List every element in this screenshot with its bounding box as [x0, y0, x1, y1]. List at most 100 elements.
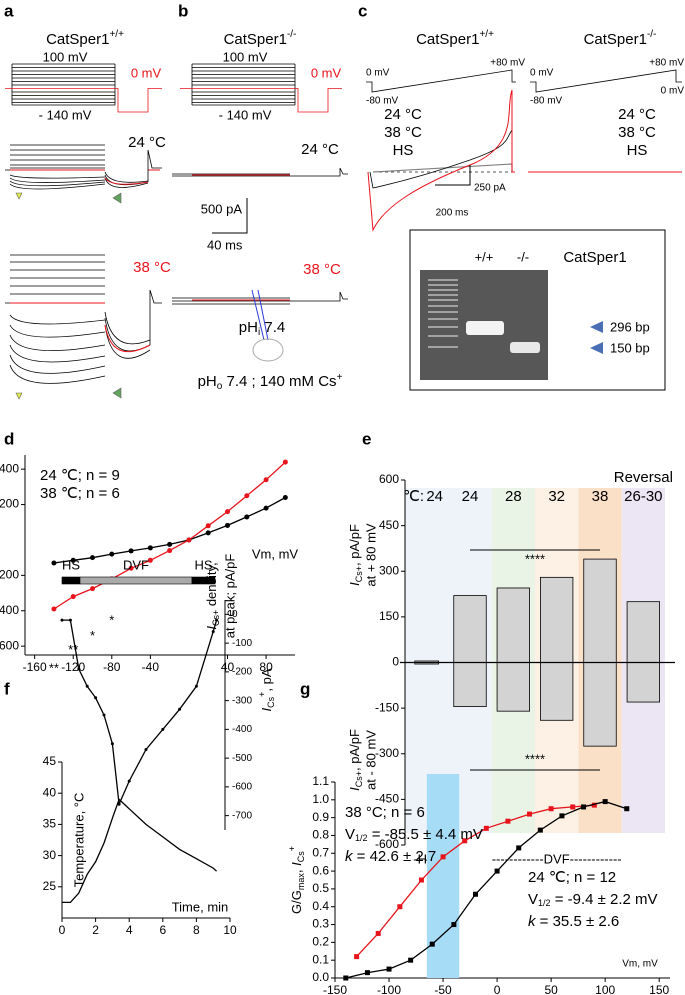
- panel-label: e: [362, 429, 371, 448]
- y-tick-label: 0: [392, 655, 399, 669]
- y-tick-label: -600: [0, 638, 19, 652]
- y-axis-label: at peak; pA/pF: [222, 554, 237, 639]
- stat-part: 1/2: [355, 833, 368, 843]
- legend-entry: 38 ℃; n = 6: [40, 485, 120, 502]
- category-label: 32: [548, 488, 565, 505]
- title-sup: -/-: [647, 29, 656, 40]
- data-point: [167, 548, 173, 554]
- ph-label: pHi 7.4: [239, 319, 285, 338]
- protocol: [180, 63, 342, 113]
- data-point: [109, 551, 115, 557]
- data-point: [494, 868, 500, 874]
- legend-entry: 24 ℃; n = 12: [528, 869, 616, 886]
- legend-entry: 38 °C: [618, 124, 656, 141]
- category-label: 26-30: [624, 488, 662, 505]
- x-tick-label: 100: [595, 983, 615, 995]
- label-part: +: [287, 846, 297, 851]
- category-label: 24: [426, 488, 443, 505]
- data-point: [537, 827, 543, 833]
- temperature-label: 38 °C: [133, 259, 171, 276]
- protocol-label: 0 mV: [131, 65, 162, 80]
- y-tick-label: 35: [43, 817, 57, 831]
- panel-title: CatSper1-/-: [584, 29, 657, 48]
- data-point: [451, 922, 457, 928]
- label-part: , pA/pF: [347, 524, 362, 566]
- x-tick-label: -150: [323, 983, 347, 995]
- stat-part: = -85.5 ± 4.4 mV: [368, 826, 483, 843]
- data-point: [602, 799, 608, 805]
- data-point: [68, 618, 72, 622]
- annotation: *: [109, 612, 114, 627]
- series-line: [356, 804, 595, 958]
- legend-stat: V1/2 = -85.5 ± 4.4 mV: [345, 826, 483, 843]
- ph-label: pHo 7.4 ; 140 mM Cs+: [198, 372, 343, 392]
- protocol-bar: [191, 576, 216, 585]
- y-tick-label: 0.1: [312, 952, 329, 966]
- data-point: [483, 825, 489, 831]
- panel-label: b: [178, 1, 188, 20]
- data-point: [178, 707, 182, 711]
- y-tick-label: 300: [379, 563, 399, 577]
- y2-tick-label: -200: [232, 667, 252, 678]
- data-point: [570, 804, 576, 810]
- data-point: [282, 459, 288, 465]
- data-point: [244, 514, 250, 520]
- data-point: [90, 555, 95, 561]
- scale-label: 250 pA: [474, 183, 506, 194]
- data-point: [408, 957, 414, 963]
- data-point: [70, 557, 76, 563]
- ph-value: 7.4 ; 140 mM Cs: [222, 373, 336, 390]
- data-point: [85, 684, 89, 688]
- y2-tick-label: -600: [232, 782, 252, 793]
- label-part: ,: [289, 866, 304, 873]
- label-part: I: [347, 582, 362, 586]
- title-text: CatSper1: [584, 31, 647, 48]
- stat-part: 1/2: [538, 898, 551, 908]
- y-tick-label: 0.9: [312, 810, 329, 824]
- data-point: [263, 505, 269, 511]
- panel-title: CatSper1+/+: [416, 29, 494, 48]
- data-point: [429, 941, 435, 947]
- legend-entry: 24 ℃; n = 9: [40, 467, 120, 484]
- ramp-label: -80 mV: [366, 96, 399, 107]
- legend-stat: k = 42.6 ± 2.7: [345, 848, 436, 865]
- y-tick-label: -400: [0, 603, 19, 617]
- data-point: [77, 667, 81, 671]
- box: [453, 662, 487, 708]
- y-tick-label: 600: [379, 472, 399, 486]
- label-part: Cs: [266, 696, 276, 707]
- data-point: [205, 523, 211, 529]
- y-tick-label: 0.7: [312, 845, 329, 859]
- data-point: [60, 618, 64, 622]
- y-tick-label: 400: [0, 461, 19, 475]
- stat-part: V: [528, 891, 538, 908]
- panel-label: a: [4, 1, 14, 20]
- temperature-label: 38 °C: [303, 261, 341, 278]
- gel-band: 150 bp: [610, 340, 650, 355]
- data-point: [581, 804, 587, 810]
- protocol-label: - 140 mV: [219, 107, 272, 122]
- x-tick-label: 4: [126, 923, 133, 937]
- series-line: [53, 496, 286, 564]
- category-note: Reversal: [614, 469, 673, 486]
- title-sup: +/+: [109, 29, 124, 40]
- gel-lane: +/+: [475, 249, 494, 264]
- data-point: [147, 557, 153, 563]
- x-axis-label: Vm, mV: [252, 546, 299, 561]
- gel-band: 296 bp: [610, 319, 650, 334]
- data-point: [215, 618, 219, 622]
- protocol-label: HS: [194, 557, 212, 572]
- ramp-label: +80 mV: [649, 58, 684, 69]
- data-point: [559, 813, 565, 819]
- data-point: [364, 970, 370, 976]
- legend-entry: 24 °C: [384, 106, 422, 123]
- label-part: +: [257, 692, 267, 697]
- protocol-label: 0 mV: [311, 65, 342, 80]
- ramp-label: 0 mV: [661, 86, 685, 97]
- y-axis-label: ICs+ density,: [204, 562, 221, 629]
- data-point: [90, 586, 95, 592]
- y-tick-label: -150: [375, 700, 399, 714]
- y2-axis-label: ICs+, pA: [257, 668, 276, 711]
- label-part: Cs+: [211, 610, 221, 626]
- y-tick-label: 40: [43, 785, 57, 799]
